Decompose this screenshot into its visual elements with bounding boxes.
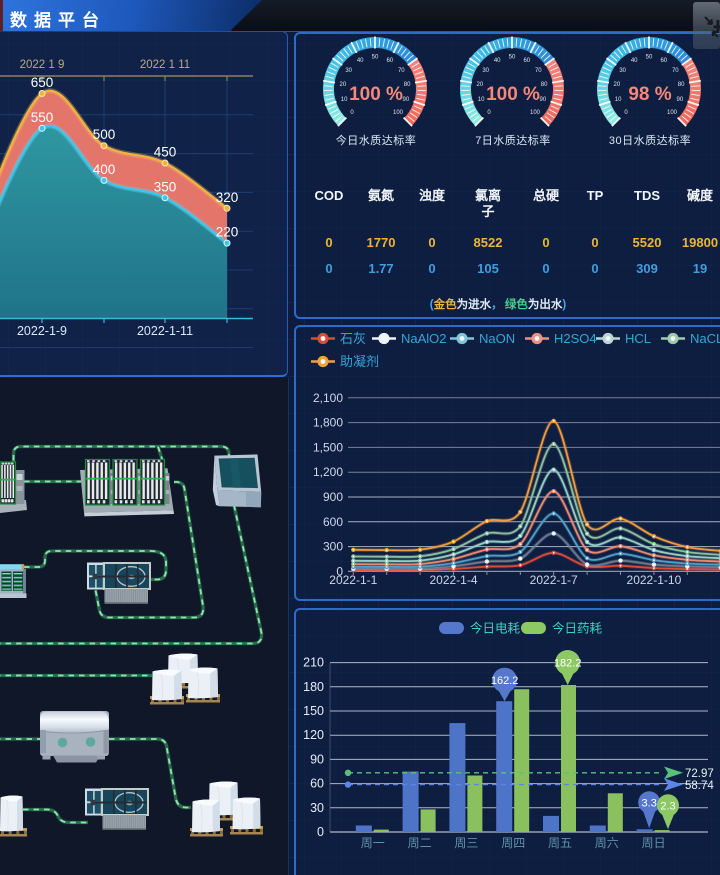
svg-text:70: 70 bbox=[398, 68, 405, 74]
svg-text:350: 350 bbox=[154, 179, 177, 194]
svg-text:80: 80 bbox=[404, 82, 411, 88]
svg-text:300: 300 bbox=[323, 540, 343, 554]
svg-text:100: 100 bbox=[667, 110, 678, 116]
svg-text:100: 100 bbox=[530, 110, 541, 116]
svg-text:周六: 周六 bbox=[595, 836, 619, 850]
svg-text:50: 50 bbox=[646, 55, 653, 61]
svg-text:2022-1-10: 2022-1-10 bbox=[627, 573, 682, 587]
svg-text:50: 50 bbox=[372, 55, 379, 61]
svg-text:80: 80 bbox=[541, 82, 548, 88]
svg-text:30: 30 bbox=[619, 68, 626, 74]
svg-text:周四: 周四 bbox=[501, 836, 525, 850]
svg-text:650: 650 bbox=[31, 75, 54, 90]
svg-text:40: 40 bbox=[357, 58, 364, 64]
svg-text:20: 20 bbox=[340, 82, 347, 88]
svg-text:60: 60 bbox=[523, 58, 530, 64]
svg-text:0: 0 bbox=[317, 825, 324, 839]
svg-text:0: 0 bbox=[350, 110, 354, 116]
svg-text:210: 210 bbox=[303, 656, 324, 670]
svg-text:90: 90 bbox=[677, 97, 684, 103]
svg-text:90: 90 bbox=[310, 752, 324, 766]
svg-text:70: 70 bbox=[535, 68, 542, 74]
svg-text:周一: 周一 bbox=[361, 836, 385, 850]
svg-text:2022-1-1: 2022-1-1 bbox=[329, 573, 377, 587]
svg-text:58.74: 58.74 bbox=[685, 780, 714, 792]
svg-text:220: 220 bbox=[216, 225, 239, 240]
svg-text:120: 120 bbox=[303, 728, 324, 742]
svg-text:NaON: NaON bbox=[479, 331, 515, 346]
svg-text:600: 600 bbox=[323, 515, 343, 529]
svg-text:2022-1-11: 2022-1-11 bbox=[137, 324, 193, 338]
svg-text:30: 30 bbox=[345, 68, 352, 74]
svg-text:10: 10 bbox=[478, 97, 485, 103]
svg-text:石灰: 石灰 bbox=[340, 331, 366, 346]
svg-text:2,100: 2,100 bbox=[313, 391, 343, 405]
svg-text:今日电耗: 今日电耗 bbox=[470, 621, 521, 636]
svg-text:今日水质达标率: 今日水质达标率 bbox=[336, 133, 417, 147]
svg-text:2022 1 11: 2022 1 11 bbox=[140, 59, 190, 71]
svg-text:2.3: 2.3 bbox=[660, 800, 675, 812]
svg-text:周三: 周三 bbox=[454, 836, 478, 850]
svg-text:周日: 周日 bbox=[642, 836, 666, 850]
svg-text:100: 100 bbox=[393, 110, 404, 116]
svg-text:1,500: 1,500 bbox=[313, 440, 343, 454]
svg-text:2022-1-7: 2022-1-7 bbox=[530, 573, 578, 587]
svg-text:NaAlO2: NaAlO2 bbox=[401, 331, 447, 346]
svg-text:500: 500 bbox=[93, 127, 116, 142]
svg-text:20: 20 bbox=[477, 82, 484, 88]
svg-text:40: 40 bbox=[494, 58, 501, 64]
svg-text:10: 10 bbox=[615, 97, 622, 103]
svg-text:450: 450 bbox=[154, 145, 177, 160]
svg-text:1,800: 1,800 bbox=[313, 416, 343, 430]
svg-text:320: 320 bbox=[216, 190, 239, 205]
svg-text:NaCLO: NaCLO bbox=[690, 331, 720, 346]
svg-text:40: 40 bbox=[631, 58, 638, 64]
svg-text:30日水质达标率: 30日水质达标率 bbox=[609, 133, 691, 147]
svg-text:50: 50 bbox=[509, 55, 516, 61]
svg-text:0: 0 bbox=[487, 110, 491, 116]
svg-text:400: 400 bbox=[93, 162, 116, 177]
svg-text:3.3: 3.3 bbox=[642, 797, 657, 809]
svg-text:70: 70 bbox=[672, 68, 679, 74]
svg-text:2022 1 9: 2022 1 9 bbox=[20, 59, 65, 71]
svg-text:162.2: 162.2 bbox=[491, 675, 519, 687]
svg-text:2022-1-9: 2022-1-9 bbox=[17, 324, 67, 338]
svg-text:今日药耗: 今日药耗 bbox=[552, 621, 603, 636]
svg-text:2022-1-4: 2022-1-4 bbox=[429, 573, 477, 587]
svg-text:0: 0 bbox=[336, 564, 343, 578]
svg-text:60: 60 bbox=[386, 58, 393, 64]
svg-text:100 %: 100 % bbox=[349, 84, 403, 105]
svg-text:60: 60 bbox=[660, 58, 667, 64]
svg-text:150: 150 bbox=[303, 704, 324, 718]
svg-text:80: 80 bbox=[678, 82, 685, 88]
svg-text:550: 550 bbox=[31, 110, 54, 125]
svg-text:98 %: 98 % bbox=[628, 84, 671, 105]
svg-text:20: 20 bbox=[614, 82, 621, 88]
svg-text:180: 180 bbox=[303, 680, 324, 694]
svg-text:100 %: 100 % bbox=[486, 84, 540, 105]
svg-text:周二: 周二 bbox=[408, 836, 432, 850]
svg-text:900: 900 bbox=[323, 490, 343, 504]
svg-text:30: 30 bbox=[310, 801, 324, 815]
svg-text:60: 60 bbox=[310, 777, 324, 791]
svg-text:182.2: 182.2 bbox=[554, 658, 582, 670]
svg-text:助凝剂: 助凝剂 bbox=[340, 354, 379, 369]
svg-text:90: 90 bbox=[403, 97, 410, 103]
svg-text:90: 90 bbox=[540, 97, 547, 103]
svg-text:HCL: HCL bbox=[625, 331, 651, 346]
svg-text:1,200: 1,200 bbox=[313, 465, 343, 479]
svg-text:10: 10 bbox=[341, 97, 348, 103]
svg-text:周五: 周五 bbox=[548, 836, 572, 850]
svg-text:7日水质达标率: 7日水质达标率 bbox=[475, 133, 551, 147]
svg-text:30: 30 bbox=[482, 68, 489, 74]
svg-text:0: 0 bbox=[624, 110, 628, 116]
svg-text:72.97: 72.97 bbox=[685, 768, 714, 780]
svg-text:H2SO4: H2SO4 bbox=[554, 331, 597, 346]
